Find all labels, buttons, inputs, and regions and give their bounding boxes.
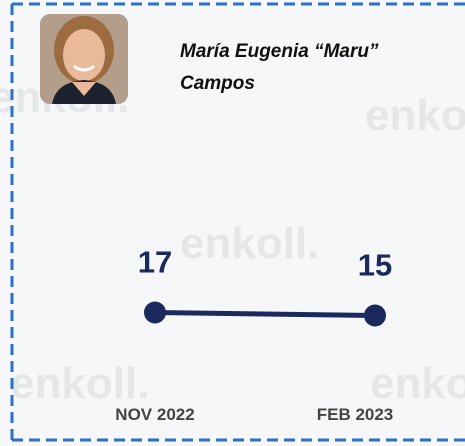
photo xyxy=(40,14,128,104)
watermark: enkoll. xyxy=(370,359,465,408)
point xyxy=(144,302,166,324)
line xyxy=(155,313,375,316)
x-tick-label: FEB 2023 xyxy=(317,405,394,424)
value-label: 17 xyxy=(138,245,172,280)
x-tick-label: NOV 2022 xyxy=(115,405,194,424)
watermark: enkoll. xyxy=(180,219,319,268)
page: {"chart_data": {"type": "line", "title":… xyxy=(0,0,465,446)
chart-title: María Eugenia “Maru” Campos xyxy=(180,36,452,100)
watermark: enkoll. xyxy=(10,359,149,408)
value-label: 15 xyxy=(358,248,392,283)
point xyxy=(364,305,386,327)
